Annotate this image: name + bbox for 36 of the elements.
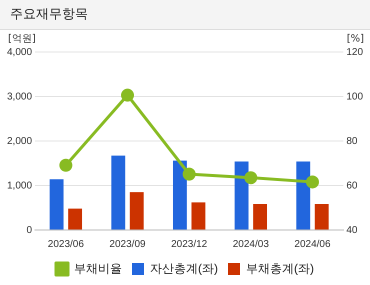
bar [191,202,206,230]
bar [234,161,249,230]
bar [253,204,268,230]
point [306,175,319,188]
bar [296,161,310,230]
point [244,171,258,184]
y2-tick-label: 40 [346,224,358,236]
y2-axis-title: [%] [346,34,364,45]
bar [111,156,126,230]
x-tick-label: 2023/12 [171,238,208,250]
x-tick-label: 2024/03 [232,238,270,250]
x-tick-label: 2023/06 [48,238,84,250]
x-tick-label: 2024/06 [294,238,331,250]
y-axis-title: [억원] [8,34,36,45]
y-tick-label: 4,000 [6,46,32,58]
chart-title: 주요재무항목 [0,0,370,30]
y-tick-label: 0 [26,224,32,236]
y-tick-label: 3,000 [6,91,32,102]
legend-label: 부채총계(좌) [246,261,314,276]
bar [130,192,144,230]
y-tick-label: 1,000 [6,180,32,192]
bar [172,160,187,230]
point [59,158,72,172]
legend-label: 자산총계(좌) [150,261,218,276]
x-tick-label: 2023/09 [109,238,146,250]
bar [314,204,329,230]
y2-tick-label: 120 [346,46,364,58]
y2-tick-label: 100 [346,91,364,102]
y2-tick-label: 60 [346,180,358,192]
legend-label: 부채비율 [74,261,122,276]
y2-tick-label: 80 [346,136,358,147]
point [182,168,196,181]
bar [68,208,82,230]
y-tick-label: 2,000 [6,136,32,147]
bar [50,179,64,230]
point [121,88,134,102]
